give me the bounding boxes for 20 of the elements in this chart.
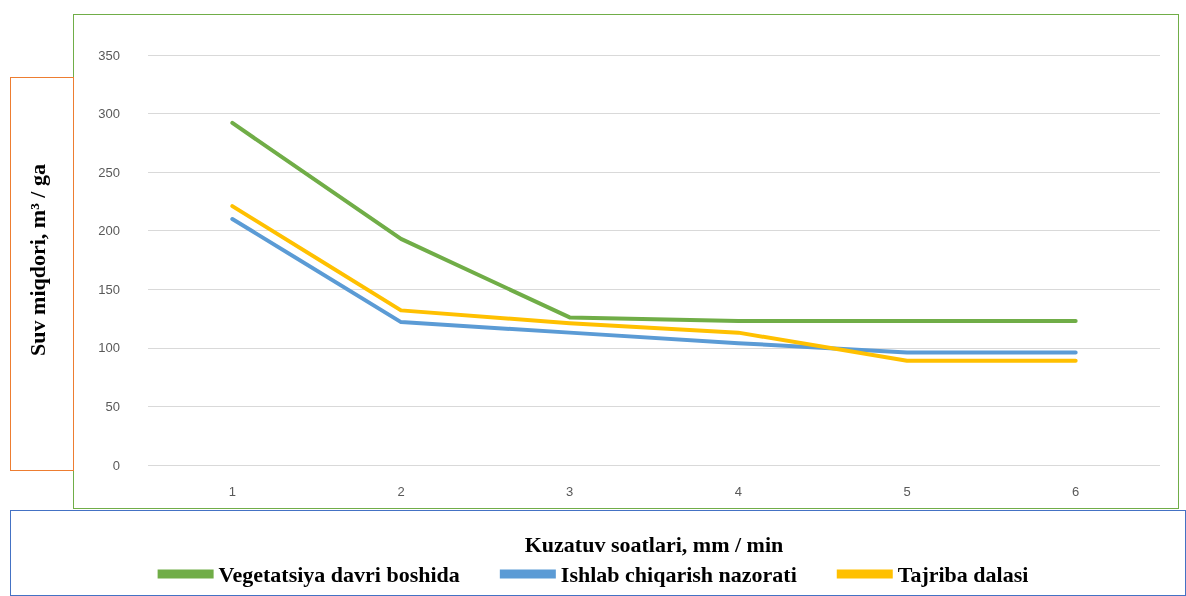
y-tick-label: 200 bbox=[98, 223, 120, 239]
x-tick-label: 1 bbox=[228, 484, 236, 499]
x-axis-title: Kuzatuv soatlari, mm / min bbox=[524, 531, 784, 557]
y-tick-label: 300 bbox=[98, 106, 120, 122]
y-tick-label: 100 bbox=[98, 340, 120, 356]
legend-label: Vegetatsiya davri boshida bbox=[218, 561, 460, 587]
y-tick-label: 0 bbox=[112, 457, 120, 473]
x-tick-label: 4 bbox=[734, 484, 742, 499]
legend-label: Ishlab chiqarish nazorati bbox=[560, 561, 797, 587]
y-tick-label: 350 bbox=[98, 47, 120, 63]
x-tick-label: 3 bbox=[566, 484, 574, 499]
legend-label: Tajriba dalasi bbox=[897, 561, 1029, 587]
x-tick-label: 5 bbox=[903, 484, 911, 499]
x-tick-label: 2 bbox=[397, 484, 405, 499]
y-tick-label: 150 bbox=[98, 281, 120, 297]
y-axis-title: Suv miqdori, m³ / ga bbox=[24, 164, 50, 356]
y-tick-label: 250 bbox=[98, 164, 120, 180]
x-tick-label: 6 bbox=[1072, 484, 1080, 499]
line-series bbox=[230, 120, 1078, 323]
y-tick-label: 50 bbox=[105, 398, 120, 414]
